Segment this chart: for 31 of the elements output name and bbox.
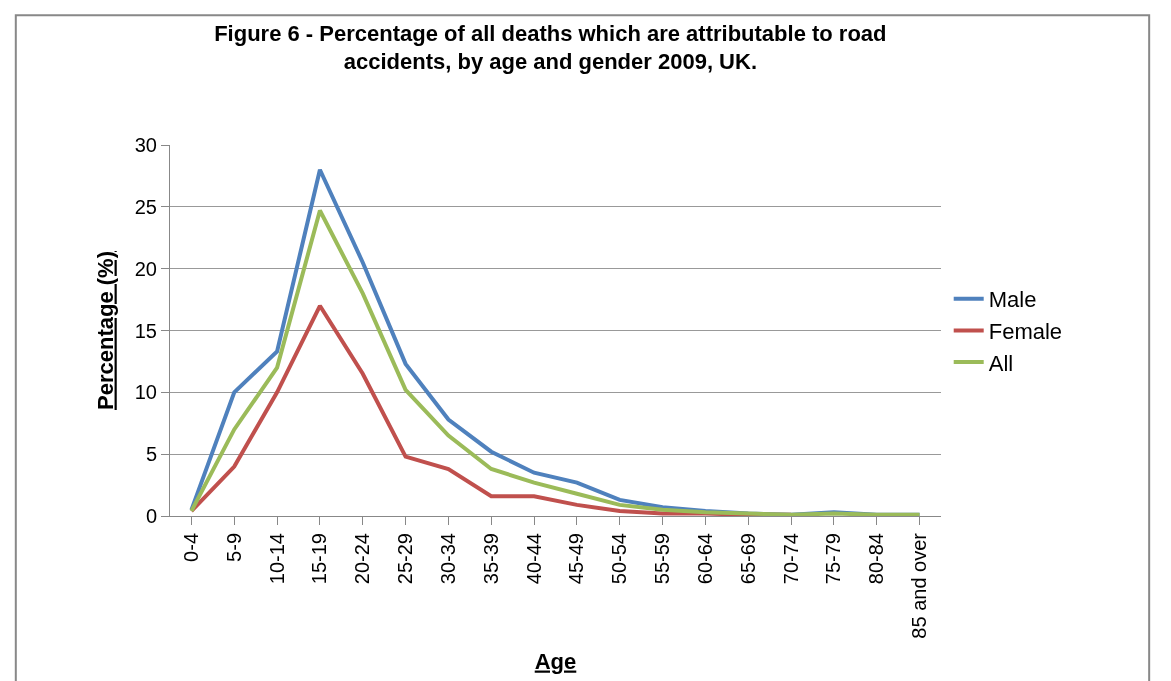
x-tick-label: 80-84 <box>865 533 888 585</box>
y-tick-label: 15 <box>134 319 157 342</box>
x-tick-label: 85 and over <box>908 532 931 639</box>
x-tick-label: 0-4 <box>179 533 202 562</box>
x-tick-label: 20-24 <box>351 533 374 585</box>
x-axis-title: Age <box>534 648 577 674</box>
legend-label: Female <box>988 318 1063 344</box>
x-tick-label: 45-49 <box>565 533 588 585</box>
x-tick-label: 70-74 <box>779 533 802 585</box>
x-tick-label: 35-39 <box>479 533 502 585</box>
y-tick-label: 25 <box>134 195 157 218</box>
x-tick-label: 50-54 <box>608 533 631 585</box>
x-tick-label: 55-59 <box>651 533 674 585</box>
x-tick-label: 25-29 <box>394 533 417 585</box>
x-tick-label: 40-44 <box>522 533 545 585</box>
x-tick-label: 15-19 <box>308 533 331 585</box>
y-tick-label: 10 <box>134 381 157 404</box>
x-tick-label: 60-64 <box>693 533 716 585</box>
legend-label: Male <box>988 287 1037 313</box>
x-tick-label: 65-69 <box>736 533 759 585</box>
x-tick-label: 30-34 <box>436 533 459 585</box>
y-tick-label: 0 <box>145 505 157 527</box>
chart-title: Figure 6 - Percentage of all deaths which are attributable to road accidents, by age and gender 2009, UK. <box>214 20 887 75</box>
y-axis-title: Percentage (%) <box>92 251 118 410</box>
y-tick-label: 30 <box>134 134 157 156</box>
y-tick-label: 20 <box>134 257 157 280</box>
legend-label: All <box>988 350 1014 376</box>
y-tick-label: 5 <box>145 443 157 466</box>
x-tick-label: 75-79 <box>822 533 845 585</box>
x-tick-label: 5-9 <box>222 533 245 562</box>
x-tick-label: 10-14 <box>265 533 288 585</box>
